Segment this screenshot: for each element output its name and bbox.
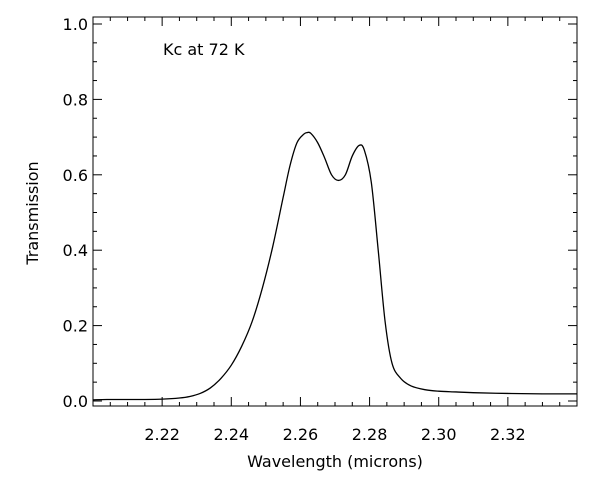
chart-annotation: Kc at 72 K: [163, 40, 245, 59]
y-tick-label: 0.0: [63, 392, 88, 411]
y-tick-label: 0.6: [63, 166, 88, 185]
y-ticks: [93, 23, 577, 402]
x-tick-label: 2.22: [144, 425, 180, 444]
x-tick-label: 2.30: [421, 425, 457, 444]
x-tick-labels: 2.22 2.24 2.26 2.28 2.30 2.32: [144, 425, 525, 444]
x-axis-label: Wavelength (microns): [247, 452, 423, 471]
x-tick-label: 2.32: [490, 425, 526, 444]
y-tick-label: 0.8: [63, 90, 88, 109]
series-line: [92, 131, 578, 401]
y-tick-label: 0.4: [63, 241, 88, 260]
plot-frame: [92, 16, 578, 407]
y-axis-label: Transmission: [23, 161, 42, 265]
y-tick-labels: 0.0 0.2 0.4 0.6 0.8 1.0: [63, 15, 88, 411]
x-tick-label: 2.26: [283, 425, 319, 444]
y-tick-label: 0.2: [63, 317, 88, 336]
x-tick-label: 2.24: [213, 425, 249, 444]
x-ticks: [92, 17, 578, 406]
y-tick-label: 1.0: [63, 15, 88, 34]
x-tick-label: 2.28: [352, 425, 388, 444]
